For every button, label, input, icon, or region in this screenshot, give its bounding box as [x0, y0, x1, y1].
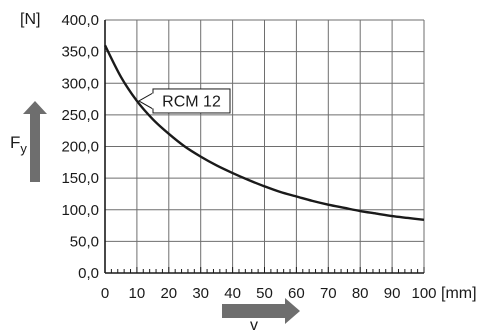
- chart-series: [103, 44, 425, 222]
- x-tick-label: 100: [411, 285, 436, 302]
- annotation-label: RCM 12: [162, 93, 221, 110]
- y-axis-label: Fy: [10, 133, 27, 156]
- y-tick-label: 100,0: [61, 202, 99, 219]
- y-tick-label: 300,0: [61, 75, 99, 92]
- annotation-join: [152, 93, 155, 109]
- y-tick-label: 200,0: [61, 139, 99, 156]
- x-tick-label: 60: [288, 285, 305, 302]
- chart-grid: [105, 19, 425, 273]
- y-tick-label: 50,0: [70, 233, 99, 250]
- x-axis-label: v: [250, 317, 258, 334]
- y-tick-label: 150,0: [61, 170, 99, 187]
- y-tick-label: 0,0: [78, 265, 99, 282]
- y-unit-label: [N]: [20, 11, 40, 28]
- x-tick-label: 20: [160, 285, 177, 302]
- x-tick-label: 0: [101, 285, 109, 302]
- y-tick-label: 350,0: [61, 44, 99, 61]
- x-direction-arrow: [222, 298, 300, 324]
- annotation: RCM 12: [137, 88, 231, 114]
- x-tick-label: 10: [129, 285, 146, 302]
- x-tick-label: 40: [224, 285, 241, 302]
- x-tick-label: 30: [192, 285, 209, 302]
- y-axis-label-main: F: [10, 133, 20, 152]
- y-direction-arrow: [23, 101, 47, 182]
- chart-labels: [N] [mm] v Fy: [10, 11, 477, 334]
- x-tick-label: 80: [352, 285, 369, 302]
- axis-arrows: [23, 101, 300, 324]
- x-tick-label: 70: [320, 285, 337, 302]
- x-unit-label: [mm]: [441, 285, 477, 302]
- x-tick-label: 50: [256, 285, 273, 302]
- series-line-0: [103, 44, 425, 222]
- y-axis-label-sub: y: [20, 141, 27, 156]
- chart-ticks: 0,050,0100,0150,0200,0250,0300,0350,0400…: [61, 12, 436, 302]
- y-tick-label: 250,0: [61, 107, 99, 124]
- y-tick-label: 400,0: [61, 12, 99, 29]
- x-tick-label: 90: [384, 285, 401, 302]
